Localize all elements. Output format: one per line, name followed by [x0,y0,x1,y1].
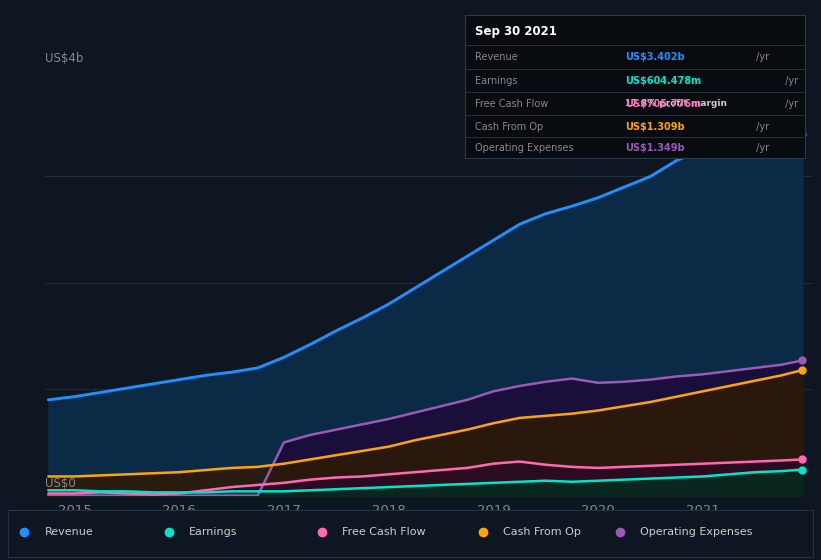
Text: Revenue: Revenue [44,528,93,538]
Text: Operating Expenses: Operating Expenses [640,528,752,538]
Text: /yr: /yr [782,77,798,86]
Text: Operating Expenses: Operating Expenses [475,143,574,153]
Text: US$604.478m: US$604.478m [625,77,701,86]
Text: Cash From Op: Cash From Op [503,528,581,538]
Text: US$0: US$0 [45,477,76,491]
Text: US$1.309b: US$1.309b [625,122,685,132]
Text: /yr: /yr [754,122,769,132]
Text: 17.8% profit margin: 17.8% profit margin [625,99,727,108]
Text: Free Cash Flow: Free Cash Flow [475,99,548,109]
Text: /yr: /yr [754,52,769,62]
Text: US$705.776m: US$705.776m [625,99,701,109]
Text: Earnings: Earnings [189,528,238,538]
Text: US$3.402b: US$3.402b [625,52,685,62]
Text: US$1.349b: US$1.349b [625,143,685,153]
Text: Revenue: Revenue [475,52,518,62]
Text: /yr: /yr [754,143,769,153]
Text: US$4b: US$4b [45,52,84,64]
Text: /yr: /yr [782,99,798,109]
Text: Cash From Op: Cash From Op [475,122,544,132]
Text: Earnings: Earnings [475,77,518,86]
Text: Free Cash Flow: Free Cash Flow [342,528,426,538]
Text: Sep 30 2021: Sep 30 2021 [475,25,557,38]
